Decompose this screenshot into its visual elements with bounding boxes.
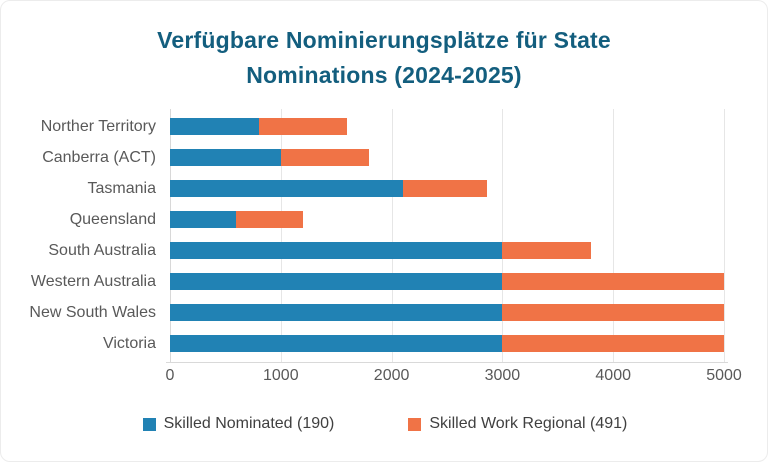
bar-segment-190	[170, 149, 281, 166]
bar-segment-491	[502, 335, 724, 352]
x-axis-tick-labels: 0 1000 2000 3000 4000 5000	[1, 367, 767, 391]
bar-row: Tasmania	[1, 173, 767, 204]
x-tick-label: 3000	[484, 367, 521, 384]
bar-row: Queensland	[1, 204, 767, 235]
bar-row: Western Australia	[1, 266, 767, 297]
bar-segment-190	[170, 304, 503, 321]
x-tick-label: 1000	[263, 367, 299, 384]
bar-segment-190	[170, 118, 259, 135]
bar-track	[170, 335, 724, 352]
bar-segment-491	[402, 180, 487, 197]
legend: Skilled Nominated (190) Skilled Work Reg…	[1, 415, 767, 433]
bar-segment-190	[170, 335, 503, 352]
bar-row: Norther Territory	[1, 111, 767, 142]
bar-row: South Australia	[1, 235, 767, 266]
bar-track	[170, 180, 724, 197]
bar-segment-190	[170, 180, 403, 197]
bar-track	[170, 211, 724, 228]
category-label: Western Australia	[30, 272, 156, 290]
bar-row: New South Wales	[1, 297, 767, 328]
x-tick-label: 2000	[373, 367, 410, 384]
bar-segment-190	[170, 242, 503, 259]
category-label: New South Wales	[29, 303, 156, 321]
bar-track	[170, 242, 724, 259]
category-label: Canberra (ACT)	[42, 148, 156, 166]
bar-segment-190	[170, 273, 503, 290]
bar-row: Canberra (ACT)	[1, 142, 767, 173]
x-tick-label: 5000	[706, 367, 742, 384]
bar-segment-491	[502, 304, 724, 321]
gridline	[280, 109, 282, 362]
bar-rows: Norther Territory Canberra (ACT) Tasmania Q…	[1, 111, 767, 359]
x-tick-label: 4000	[595, 367, 631, 384]
y-axis-line	[170, 109, 171, 362]
plot-area: Norther Territory Canberra (ACT) Tasmania Q…	[1, 109, 767, 365]
bar-segment-491	[502, 273, 724, 290]
bar-segment-491	[236, 211, 303, 228]
gridline	[724, 109, 725, 362]
legend-item-skilled-nominated: Skilled Nominated (190)	[142, 415, 335, 433]
category-label: Victoria	[102, 334, 156, 352]
bar-track	[170, 149, 724, 166]
legend-item-skilled-work-regional: Skilled Work Regional (491)	[408, 415, 627, 433]
x-axis-line	[166, 362, 728, 363]
legend-swatch-blue-icon	[142, 417, 156, 431]
bar-track	[170, 273, 724, 290]
category-label: South Australia	[48, 241, 156, 259]
chart-title: Verfügbare Nominierungsplätze für State …	[157, 27, 611, 88]
gridline	[502, 109, 504, 362]
x-tick-label: 0	[165, 367, 175, 384]
bar-segment-491	[258, 118, 348, 135]
bar-segment-491	[280, 149, 370, 166]
legend-label: Skilled Work Regional (491)	[429, 415, 628, 432]
category-label: Tasmania	[87, 179, 156, 197]
category-label: Norther Territory	[40, 117, 156, 135]
bar-track	[170, 304, 724, 321]
bar-row: Victoria	[1, 328, 767, 359]
legend-label: Skilled Nominated (190)	[163, 415, 335, 432]
category-label: Queensland	[69, 210, 156, 228]
gridline	[613, 109, 615, 362]
bar-segment-190	[170, 211, 237, 228]
legend-swatch-orange-icon	[408, 417, 422, 431]
gridline	[391, 109, 393, 362]
gridline-layer	[170, 109, 725, 362]
bar-segment-491	[502, 242, 592, 259]
bar-track	[170, 118, 724, 135]
